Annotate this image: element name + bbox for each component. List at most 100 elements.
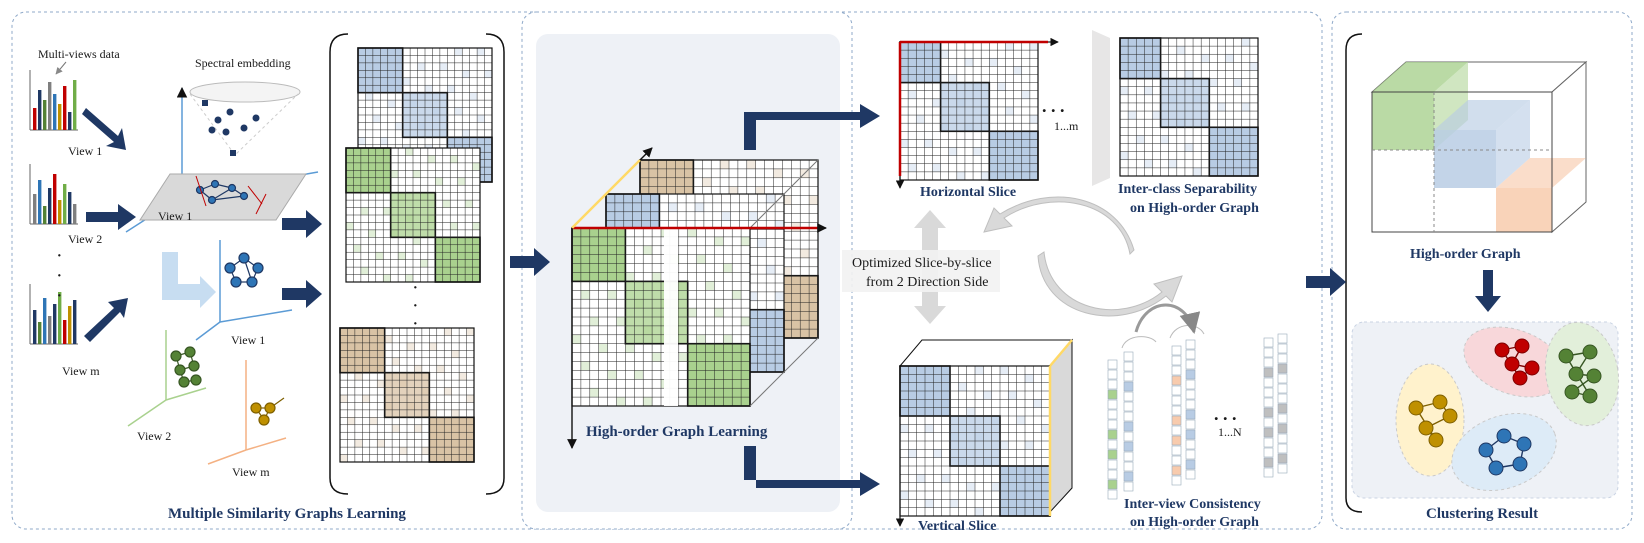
graph-matrix-2-noise — [413, 237, 421, 245]
cluster-green-node — [1586, 368, 1602, 384]
horizontal-range: 1...m — [1054, 119, 1079, 133]
vertical-slice-matrix-noise — [1041, 424, 1050, 433]
horizontal-slice-matrix-noise — [908, 163, 917, 172]
cluster-green-node — [1582, 388, 1598, 404]
cube-front-frame — [1371, 91, 1553, 233]
horizontal-slice-matrix-noise — [900, 139, 909, 148]
bar-chart-bar — [48, 82, 52, 130]
projection-arrow — [162, 252, 216, 308]
cluster-red — [1463, 326, 1565, 398]
interview-vector-1 — [1107, 359, 1118, 500]
bar-chart-bar — [33, 194, 37, 224]
graph-matrix-2-noise — [472, 162, 480, 171]
interclass-slice-matrix-noise — [1136, 135, 1145, 144]
graph-matrix-2-noise — [442, 200, 451, 208]
vector-cell — [1277, 353, 1288, 364]
graph-matrix-m-noise — [444, 387, 452, 395]
vector-cell — [1277, 373, 1288, 384]
tensor-slice-mid-noise — [775, 220, 784, 230]
cluster-green-node — [1568, 366, 1584, 382]
vector-cell — [1277, 363, 1288, 374]
graph-matrix-m-noise — [347, 417, 355, 425]
vector-cell — [1263, 437, 1274, 448]
vertical-slice-matrix-noise — [983, 391, 992, 400]
tensor-slice-mid-noise — [775, 291, 784, 301]
vertical-slice-label: Vertical Slice — [918, 519, 996, 534]
interview-label-1: Inter-view Consistency — [1124, 497, 1261, 512]
bar-chart-bar — [33, 310, 37, 344]
tensor-edge — [749, 159, 819, 229]
bar-chart-bar — [58, 200, 62, 224]
tensor-slice-front-noise — [598, 343, 608, 353]
cube-green-top — [1372, 62, 1468, 92]
interclass-slice-matrix-noise — [1225, 54, 1234, 63]
graph-matrix-2-noise — [405, 148, 413, 156]
vertical-slice-matrix-noise — [900, 424, 909, 433]
tensor-slice-back-noise — [782, 195, 792, 205]
interview-vector-3 — [1171, 345, 1182, 486]
interclass-slice-matrix-noise — [1249, 62, 1258, 71]
tensor-slice-mid-noise — [766, 265, 776, 275]
graph-matrix-m-noise — [444, 328, 452, 336]
graph-matrix-m-noise — [392, 357, 400, 366]
graph-matrix-m-noise — [466, 328, 474, 336]
tensor-slice-front-noise — [705, 281, 715, 291]
graph-matrix-m-noise — [429, 342, 437, 351]
vector-cell — [1123, 481, 1134, 492]
horizontal-slice-matrix — [899, 41, 1039, 181]
graph-matrix-2-noise — [383, 207, 391, 215]
middle-section-title: High-order Graph Learning — [586, 424, 768, 440]
vector-cell — [1107, 389, 1118, 400]
cluster-red-node — [1524, 360, 1540, 376]
vector-cell — [1185, 349, 1196, 360]
vector-cell — [1185, 359, 1196, 370]
graph-matrix-2-noise — [390, 170, 399, 178]
cluster-blue-node — [1488, 460, 1504, 476]
vector-cell — [1277, 453, 1288, 464]
interclass-slice-matrix-noise — [1193, 167, 1202, 176]
interclass-slice-matrix-noise — [1160, 135, 1169, 144]
graph-matrix-1-noise — [365, 92, 373, 101]
view-label-2: View 2 — [68, 232, 102, 246]
vector-cell — [1123, 441, 1134, 452]
vertical-slice-matrix-noise — [966, 482, 975, 491]
vector-cell — [1277, 433, 1288, 444]
arrow-to-graphs-2 — [282, 280, 322, 308]
interclass-slice-matrix-noise — [1217, 102, 1226, 112]
cluster-gold-node — [1428, 432, 1444, 448]
vertical-slice-matrix-noise — [916, 474, 925, 483]
arrow-viewm — [84, 298, 128, 342]
horizontal-slice-matrix-grid — [899, 41, 1039, 181]
bar-chart-bar — [38, 180, 42, 224]
bar-chart-view-3 — [29, 284, 78, 345]
vector-cell — [1171, 385, 1182, 396]
vector-cell — [1277, 403, 1288, 414]
tensor-slice-front-noise — [732, 290, 742, 300]
vertical-slice-matrix-noise — [966, 407, 975, 416]
interclass-label-2: on High-order Graph — [1130, 201, 1259, 216]
vector-cell — [1263, 457, 1274, 468]
interclass-slice-matrix-noise — [1233, 78, 1242, 87]
cluster-green-node — [1564, 384, 1580, 400]
interclass-slice-matrix-noise — [1241, 38, 1250, 47]
vector-cell — [1277, 423, 1288, 434]
tensor-slice-front-noise — [687, 228, 697, 237]
graph-matrix-m-border — [339, 327, 475, 463]
horizontal-slice-label: Horizontal Slice — [920, 185, 1016, 200]
axis-view2-label: View 2 — [137, 429, 171, 443]
graph-matrix-1-noise — [439, 62, 448, 71]
view-label-1: View 1 — [68, 144, 102, 158]
graph-matrix-2-noise — [435, 177, 443, 186]
optimized-label-bg — [842, 250, 1000, 292]
vector-cell — [1171, 435, 1182, 446]
horizontal-slice-matrix-noise — [1005, 106, 1014, 116]
tensor-slice-front-noise — [696, 254, 706, 264]
graph-matrix-1-noise — [454, 48, 463, 56]
tensor-slice-front-noise — [741, 236, 750, 246]
vertical-slice-matrix-noise — [1033, 399, 1042, 408]
cube-blue-top — [1434, 100, 1530, 130]
interclass-slice-matrix-noise — [1160, 70, 1169, 79]
graph-matrix-2-noise — [413, 170, 421, 178]
vector-cell — [1185, 369, 1196, 380]
cluster-blue-node — [1516, 436, 1532, 452]
